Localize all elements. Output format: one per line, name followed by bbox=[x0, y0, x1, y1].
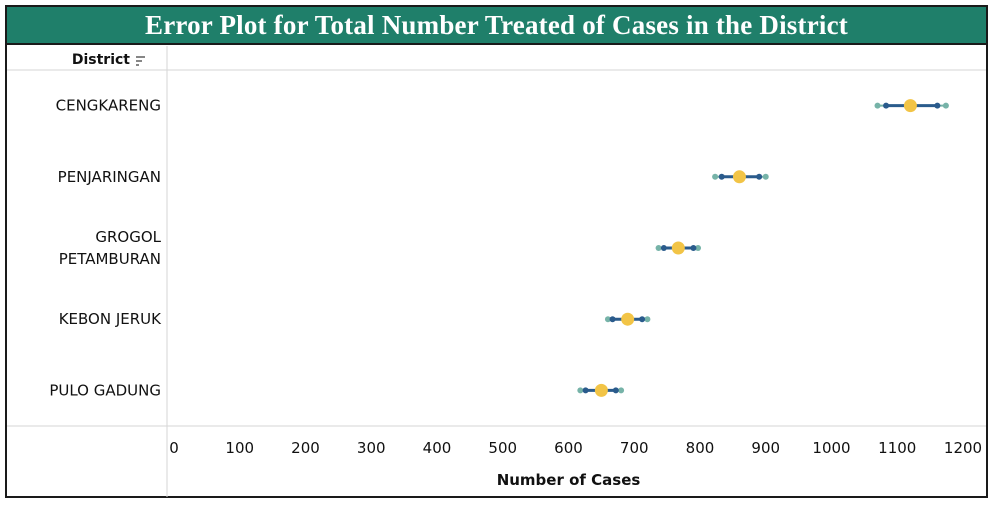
outer-upper-point-3 bbox=[695, 245, 702, 251]
x-tick-label-1100: 1100 bbox=[878, 439, 916, 457]
mean-point-1 bbox=[903, 99, 917, 113]
outer-upper-point-4 bbox=[644, 316, 651, 323]
title-bar: Error Plot for Total Number Treated of C… bbox=[7, 7, 986, 45]
category-label-5: PULO GADUNG bbox=[49, 381, 161, 399]
x-tick-label-600: 600 bbox=[554, 439, 583, 457]
x-tick-label-200: 200 bbox=[291, 439, 320, 457]
inner-upper-point-5 bbox=[612, 387, 619, 394]
x-tick-label-400: 400 bbox=[423, 439, 452, 457]
inner-lower-point-2 bbox=[718, 173, 725, 180]
mean-point-3 bbox=[671, 241, 685, 255]
outer-upper-point-1 bbox=[942, 102, 949, 109]
x-tick-label-800: 800 bbox=[686, 439, 715, 457]
inner-lower-point-1 bbox=[883, 102, 890, 109]
category-label-2: PENJARINGAN bbox=[58, 168, 161, 186]
x-tick-label-700: 700 bbox=[620, 439, 649, 457]
x-tick-label-100: 100 bbox=[225, 439, 254, 457]
chart-frame bbox=[5, 5, 988, 498]
category-label-3: GROGOL PETAMBURAN bbox=[59, 228, 162, 268]
x-tick-label-300: 300 bbox=[357, 439, 386, 457]
mean-point-5 bbox=[594, 383, 608, 397]
outer-upper-point-5 bbox=[618, 387, 625, 394]
x-tick-label-900: 900 bbox=[751, 439, 780, 457]
x-tick-label-500: 500 bbox=[488, 439, 517, 457]
inner-upper-point-2 bbox=[756, 173, 763, 180]
x-tick-label-1000: 1000 bbox=[812, 439, 850, 457]
inner-lower-point-5 bbox=[582, 387, 589, 394]
outer-lower-point-4 bbox=[604, 316, 611, 323]
category-label-1: CENGKARENG bbox=[56, 97, 161, 115]
outer-lower-point-2 bbox=[712, 173, 719, 180]
x-tick-label-0: 0 bbox=[169, 439, 179, 457]
inner-upper-point-4 bbox=[639, 316, 646, 323]
row-header-district: District bbox=[72, 52, 130, 68]
category-label-4: KEBON JERUK bbox=[59, 310, 162, 328]
inner-lower-point-4 bbox=[609, 316, 616, 323]
inner-upper-point-3 bbox=[690, 245, 697, 251]
chart-title: Error Plot for Total Number Treated of C… bbox=[145, 9, 848, 40]
x-tick-label-1200: 1200 bbox=[944, 439, 982, 457]
outer-upper-point-2 bbox=[762, 173, 769, 180]
sort-icon bbox=[136, 56, 145, 66]
inner-lower-point-3 bbox=[660, 245, 667, 251]
outer-lower-point-5 bbox=[577, 387, 584, 394]
inner-upper-point-1 bbox=[934, 102, 941, 109]
outer-lower-point-1 bbox=[874, 102, 881, 109]
mean-point-4 bbox=[621, 312, 635, 326]
outer-lower-point-3 bbox=[655, 245, 662, 251]
x-axis-title: Number of Cases bbox=[497, 471, 641, 489]
mean-point-2 bbox=[732, 170, 746, 184]
